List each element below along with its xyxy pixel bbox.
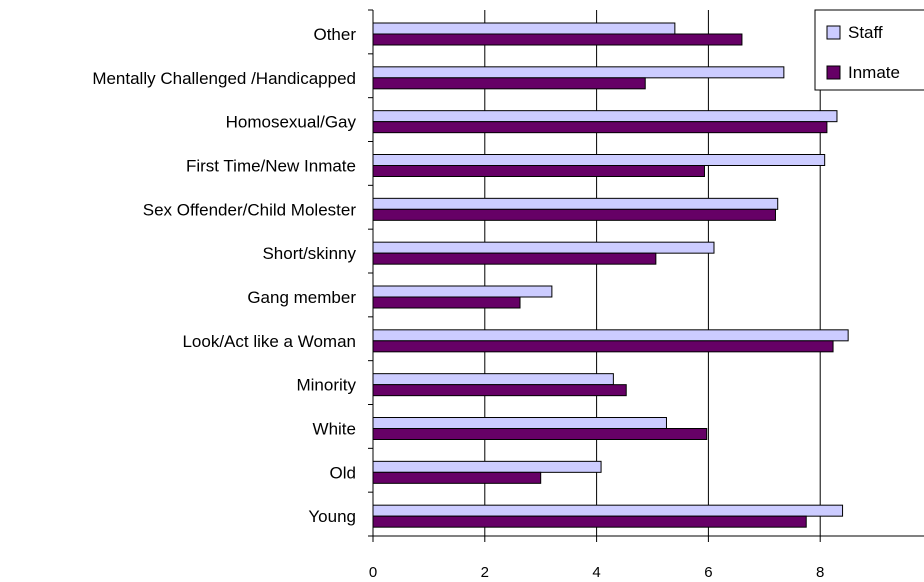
category-label: Minority	[296, 376, 356, 395]
bar-staff-8	[372, 373, 614, 386]
category-label: Old	[330, 463, 356, 482]
bar-staff-4	[372, 197, 779, 210]
x-tick-label: 2	[481, 564, 489, 581]
bar-inmate-6	[372, 296, 521, 309]
x-tick-label: 6	[704, 564, 712, 581]
bar-inmate-10	[372, 471, 542, 484]
legend: Staff Inmate	[814, 9, 924, 91]
gridlines	[484, 10, 821, 536]
bar-inmate-7	[372, 340, 834, 353]
legend-swatch-staff	[826, 25, 841, 40]
axes	[368, 9, 924, 542]
bar-staff-5	[372, 241, 715, 254]
bar-staff-9	[372, 417, 667, 429]
bar-staff-7	[372, 329, 849, 342]
x-tick-label: 4	[592, 564, 600, 581]
bar-inmate-5	[372, 252, 657, 265]
bar-inmate-11	[372, 515, 807, 528]
bar-inmate-1	[372, 77, 646, 90]
legend-label-inmate: Inmate	[848, 63, 900, 82]
legend-swatch-inmate	[826, 65, 841, 80]
category-label: Short/skinny	[262, 244, 356, 263]
bar-staff-0	[372, 22, 676, 35]
bar-inmate-2	[372, 121, 828, 134]
category-label: Sex Offender/Child Molester	[143, 200, 357, 219]
bar-inmate-3	[372, 165, 705, 177]
bar-staff-1	[372, 66, 785, 79]
category-labels: Other Mentally Challenged /Handicapped Hom…	[92, 25, 356, 526]
category-label: Homosexual/Gay	[226, 113, 357, 132]
bar-staff-3	[372, 154, 826, 166]
category-label: Other	[313, 25, 356, 44]
bars	[372, 22, 849, 528]
category-label: Look/Act like a Woman	[182, 332, 356, 351]
category-label: Mentally Challenged /Handicapped	[92, 69, 356, 88]
bar-staff-6	[372, 285, 553, 298]
bar-inmate-0	[372, 33, 743, 46]
legend-label-staff: Staff	[848, 23, 883, 42]
bar-inmate-8	[372, 384, 627, 397]
bar-staff-11	[372, 504, 844, 517]
x-tick-labels: 0246810	[369, 564, 924, 581]
x-tick-label: 0	[369, 564, 377, 581]
category-label: White	[313, 420, 356, 439]
category-label: Young	[308, 507, 356, 526]
x-tick-label: 8	[816, 564, 824, 581]
bar-staff-10	[372, 460, 602, 473]
bar-staff-2	[372, 110, 838, 123]
bar-inmate-9	[372, 428, 708, 440]
bar-inmate-4	[372, 208, 776, 221]
category-label: Gang member	[247, 288, 356, 307]
category-label: First Time/New Inmate	[186, 157, 356, 176]
